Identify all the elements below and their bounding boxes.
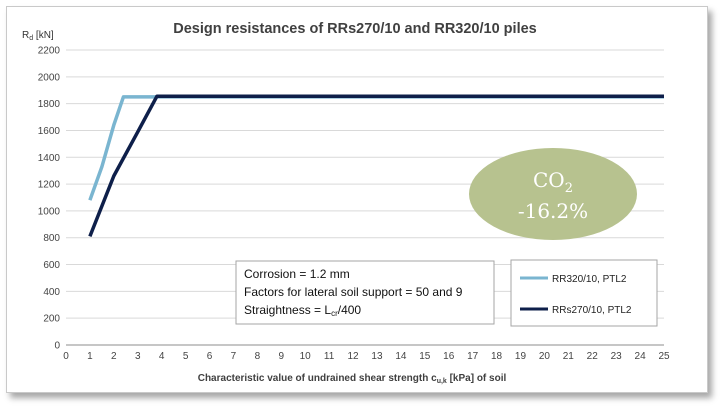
x-tick-label: 24 xyxy=(635,351,647,362)
y-tick-label: 1000 xyxy=(38,206,61,217)
x-tick-label: 16 xyxy=(443,351,455,362)
x-tick-labels: 0 1 2 3 4 5 6 7 8 9 10 11 12 13 14 15 16 17 18 19 20 21 22 23 24… xyxy=(63,351,670,362)
y-tick-label: 1800 xyxy=(38,99,61,110)
y-tick-label: 1200 xyxy=(38,180,61,191)
chart-title: Design resistances of RRs270/10 and RR32… xyxy=(173,21,536,37)
annotation-straightness-main: Straightness = L xyxy=(244,303,331,317)
annotation-straightness-post: /400 xyxy=(338,303,362,317)
annotation-box-frame xyxy=(235,260,495,325)
x-tick-label: 10 xyxy=(300,351,312,362)
y-tick-label: 800 xyxy=(43,233,60,244)
x-axis-label-main: Characteristic value of undrained shear … xyxy=(198,373,437,384)
annotation-straightness: Straightness = Lcr/400 xyxy=(244,303,361,318)
co2-badge: CO2 -16.2% xyxy=(469,148,637,240)
y-tick-label: 1400 xyxy=(38,153,61,164)
x-tick-label: 9 xyxy=(278,351,284,362)
x-tick-label: 18 xyxy=(491,351,503,362)
co2-badge-sub: 2 xyxy=(565,181,573,196)
y-tick-label: 200 xyxy=(43,314,60,325)
x-axis-label-sub: u,k xyxy=(437,378,447,385)
x-tick-label: 25 xyxy=(658,351,670,362)
legend-frame xyxy=(510,259,658,327)
x-tick-label: 4 xyxy=(159,351,165,362)
y-tick-label: 600 xyxy=(43,260,60,271)
x-axis-label: Characteristic value of undrained shear … xyxy=(198,373,507,385)
x-tick-label: 17 xyxy=(467,351,479,362)
y-axis-label-main: R xyxy=(22,30,29,41)
y-tick-label: 1600 xyxy=(38,126,61,137)
x-tick-label: 2 xyxy=(111,351,117,362)
annotation-straightness-sub: cr xyxy=(331,309,338,318)
series-layer xyxy=(88,94,664,238)
y-axis-label-unit: [kN] xyxy=(33,30,54,41)
x-axis-label-unit: [kPa] of soil xyxy=(447,373,507,384)
series-line-1 xyxy=(88,94,664,238)
x-tick-label: 1 xyxy=(87,351,93,362)
y-tick-label: 0 xyxy=(54,341,60,352)
x-tick-label: 14 xyxy=(395,351,407,362)
legend: RR320/10, PTL2 RRs270/10, PTL2 xyxy=(510,259,658,327)
x-tick-label: 12 xyxy=(347,351,359,362)
x-tick-label: 19 xyxy=(515,351,527,362)
x-tick-label: 7 xyxy=(231,351,237,362)
co2-badge-value: -16.2% xyxy=(518,199,588,223)
co2-badge-line1: CO2 xyxy=(533,168,573,196)
co2-badge-main: CO xyxy=(533,168,565,192)
legend-label-rr320: RR320/10, PTL2 xyxy=(552,274,627,285)
annotation-factors: Factors for lateral soil support = 50 an… xyxy=(244,285,463,299)
y-axis-label: Rd [kN] xyxy=(22,30,54,42)
x-tick-label: 5 xyxy=(183,351,189,362)
annotation-corrosion: Corrosion = 1.2 mm xyxy=(244,267,350,281)
x-tick-label: 0 xyxy=(63,351,69,362)
x-tick-label: 15 xyxy=(419,351,431,362)
x-tick-label: 11 xyxy=(324,351,335,362)
x-tick-label: 8 xyxy=(255,351,261,362)
x-tick-label: 3 xyxy=(135,351,141,362)
y-tick-label: 400 xyxy=(43,287,60,298)
legend-label-rrs270: RRs270/10, PTL2 xyxy=(552,305,632,316)
x-tick-label: 20 xyxy=(539,351,551,362)
co2-badge-ellipse xyxy=(469,148,637,240)
x-tick-label: 23 xyxy=(611,351,623,362)
y-tick-label: 2200 xyxy=(38,46,61,57)
y-axis-label-sub: d xyxy=(29,35,33,42)
x-tick-label: 21 xyxy=(563,351,575,362)
x-tick-label: 13 xyxy=(371,351,383,362)
x-tick-label: 22 xyxy=(587,351,599,362)
y-tick-labels: 0 200 400 600 800 1000 1200 1400 1600 1800 2000 220… xyxy=(38,46,61,352)
x-tick-label: 6 xyxy=(207,351,213,362)
annotation-box: Corrosion = 1.2 mm Factors for lateral s… xyxy=(235,260,495,325)
y-tick-label: 2000 xyxy=(38,72,61,83)
